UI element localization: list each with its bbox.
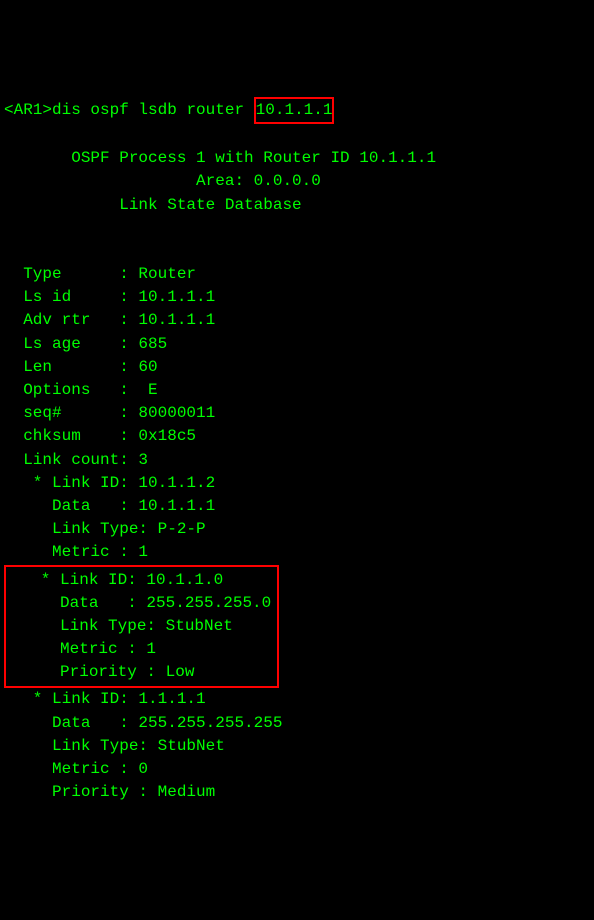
link3-row: * Link ID: 1.1.1.1: [4, 690, 206, 708]
linkcount-label: Link count:: [4, 451, 138, 469]
field-row: seq# : 80000011: [4, 404, 215, 422]
link3-priority-value: Medium: [158, 783, 216, 801]
link3-row: Link Type: StubNet: [4, 737, 225, 755]
link3-priority-label: Priority :: [4, 783, 158, 801]
len-label: Len :: [4, 358, 138, 376]
lsid-label: Ls id :: [4, 288, 138, 306]
field-row: Ls id : 10.1.1.1: [4, 288, 215, 306]
link3-data-label: Data :: [4, 714, 138, 732]
linkcount-value: 3: [138, 451, 148, 469]
link2-row: Metric : 1: [12, 640, 156, 658]
link2-metric-label: Metric :: [12, 640, 146, 658]
terminal-output: <AR1>dis ospf lsdb router 10.1.1.1 OSPF …: [4, 97, 590, 805]
link1-linkid-value: 10.1.1.2: [138, 474, 215, 492]
field-row: Adv rtr : 10.1.1.1: [4, 311, 215, 329]
field-row: Type : Router: [4, 265, 196, 283]
link2-linktype-value: StubNet: [166, 617, 233, 635]
chksum-value: 0x18c5: [138, 427, 196, 445]
link1-data-label: Data :: [4, 497, 138, 515]
link2-linkid-label: * Link ID:: [12, 571, 146, 589]
link3-row: Metric : 0: [4, 760, 148, 778]
prompt-prefix: <AR1>: [4, 101, 52, 119]
seq-value: 80000011: [138, 404, 215, 422]
highlighted-link-block: * Link ID: 10.1.1.0 Data : 255.255.255.0…: [4, 565, 279, 689]
link3-linktype-label: Link Type:: [4, 737, 158, 755]
field-row: Len : 60: [4, 358, 158, 376]
len-value: 60: [138, 358, 157, 376]
blank-line: [4, 219, 14, 237]
link3-linkid-value: 1.1.1.1: [138, 690, 205, 708]
link1-linktype-value: P-2-P: [158, 520, 206, 538]
link3-row: Priority : Medium: [4, 783, 215, 801]
advrtr-label: Adv rtr :: [4, 311, 138, 329]
link1-metric-label: Metric :: [4, 543, 138, 561]
link2-row: Data : 255.255.255.0: [12, 594, 271, 612]
field-row: Ls age : 685: [4, 335, 167, 353]
field-row: Link count: 3: [4, 451, 148, 469]
link3-metric-label: Metric :: [4, 760, 138, 778]
blank-line: [4, 126, 14, 144]
link3-linktype-value: StubNet: [158, 737, 225, 755]
header-line-2: Area: 0.0.0.0: [4, 172, 321, 190]
chksum-label: chksum :: [4, 427, 138, 445]
field-row: chksum : 0x18c5: [4, 427, 196, 445]
header-line-3: Link State Database: [4, 196, 302, 214]
advrtr-value: 10.1.1.1: [138, 311, 215, 329]
link1-linktype-label: Link Type:: [4, 520, 158, 538]
link3-data-value: 255.255.255.255: [138, 714, 282, 732]
header-line-1: OSPF Process 1 with Router ID 10.1.1.1: [4, 149, 436, 167]
link2-row: Priority : Low: [12, 663, 194, 681]
link2-priority-value: Low: [166, 663, 195, 681]
command-text: dis ospf lsdb router: [52, 101, 254, 119]
link1-row: Link Type: P-2-P: [4, 520, 206, 538]
link2-row: Link Type: StubNet: [12, 617, 233, 635]
link3-linkid-label: * Link ID:: [4, 690, 138, 708]
type-value: Router: [138, 265, 196, 283]
blank-line: [4, 242, 14, 260]
link2-data-value: 255.255.255.0: [146, 594, 271, 612]
lsage-label: Ls age :: [4, 335, 138, 353]
link1-row: * Link ID: 10.1.1.2: [4, 474, 215, 492]
link2-row: * Link ID: 10.1.1.0: [12, 571, 223, 589]
link1-row: Data : 10.1.1.1: [4, 497, 215, 515]
link1-row: Metric : 1: [4, 543, 148, 561]
field-row: Options : E: [4, 381, 158, 399]
link2-linktype-label: Link Type:: [12, 617, 166, 635]
link2-priority-label: Priority :: [12, 663, 166, 681]
link2-linkid-value: 10.1.1.0: [146, 571, 223, 589]
type-label: Type :: [4, 265, 138, 283]
lsid-value: 10.1.1.1: [138, 288, 215, 306]
seq-label: seq# :: [4, 404, 138, 422]
link3-row: Data : 255.255.255.255: [4, 714, 282, 732]
link3-metric-value: 0: [138, 760, 148, 778]
link1-linkid-label: * Link ID:: [4, 474, 138, 492]
link2-data-label: Data :: [12, 594, 146, 612]
highlighted-ip: 10.1.1.1: [254, 97, 335, 124]
link2-metric-value: 1: [146, 640, 156, 658]
options-value: E: [148, 381, 158, 399]
options-label: Options :: [4, 381, 148, 399]
link1-metric-value: 1: [138, 543, 148, 561]
link1-data-value: 10.1.1.1: [138, 497, 215, 515]
lsage-value: 685: [138, 335, 167, 353]
prompt-line: <AR1>dis ospf lsdb router 10.1.1.1: [4, 101, 334, 119]
